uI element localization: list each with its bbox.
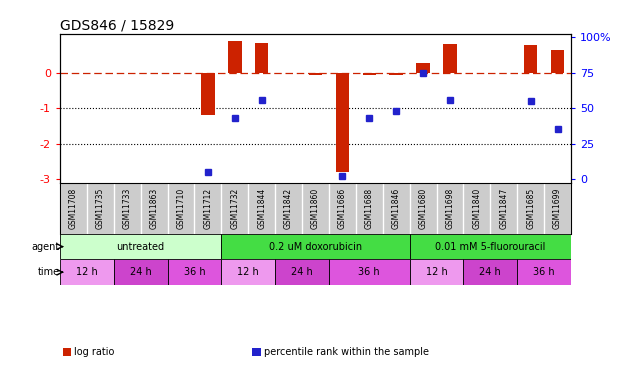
Text: agent: agent (31, 242, 59, 252)
Bar (329, 260, 410, 285)
Text: 12 h: 12 h (237, 267, 259, 277)
Bar (416, 63, 430, 73)
Text: percentile rank within the sample: percentile rank within the sample (264, 347, 428, 357)
Text: GSM11733: GSM11733 (122, 188, 132, 229)
Text: untreated: untreated (117, 242, 165, 252)
Text: GSM11698: GSM11698 (445, 188, 454, 229)
Text: GSM11844: GSM11844 (257, 188, 266, 229)
Bar (336, 73, 349, 172)
Bar (114, 260, 168, 285)
Text: GSM11710: GSM11710 (177, 188, 186, 229)
Bar (60, 260, 114, 285)
Bar (275, 260, 329, 285)
Text: 12 h: 12 h (76, 267, 98, 277)
Bar (524, 45, 538, 73)
Bar (410, 234, 571, 260)
Text: 36 h: 36 h (358, 267, 380, 277)
Bar (168, 260, 221, 285)
Text: 0.2 uM doxorubicin: 0.2 uM doxorubicin (269, 242, 362, 252)
Text: GSM11847: GSM11847 (499, 188, 509, 229)
Text: 0.01 mM 5-fluorouracil: 0.01 mM 5-fluorouracil (435, 242, 546, 252)
Text: 24 h: 24 h (291, 267, 313, 277)
Bar (201, 73, 215, 115)
Text: GSM11735: GSM11735 (96, 188, 105, 229)
Bar (551, 50, 564, 73)
Text: time: time (37, 267, 59, 277)
Text: log ratio: log ratio (74, 347, 115, 357)
Text: 36 h: 36 h (533, 267, 555, 277)
Bar (221, 260, 275, 285)
Text: 36 h: 36 h (184, 267, 205, 277)
Bar (228, 41, 242, 73)
Bar (309, 73, 322, 75)
Text: GSM11846: GSM11846 (392, 188, 401, 229)
Text: GSM11712: GSM11712 (203, 188, 213, 229)
Text: GSM11686: GSM11686 (338, 188, 347, 229)
Text: GSM11842: GSM11842 (284, 188, 293, 229)
Bar (60, 234, 221, 260)
Bar (389, 73, 403, 75)
Text: GSM11680: GSM11680 (418, 188, 428, 229)
Bar (410, 260, 463, 285)
Text: GSM11863: GSM11863 (150, 188, 158, 229)
Text: GSM11732: GSM11732 (230, 188, 239, 229)
Text: GDS846 / 15829: GDS846 / 15829 (60, 19, 174, 33)
Bar (255, 43, 268, 73)
Text: GSM11688: GSM11688 (365, 188, 374, 229)
Bar (221, 234, 410, 260)
Text: GSM11699: GSM11699 (553, 188, 562, 229)
Bar (463, 260, 517, 285)
Text: GSM11708: GSM11708 (69, 188, 78, 229)
Text: GSM11840: GSM11840 (473, 188, 481, 229)
Text: GSM11860: GSM11860 (311, 188, 320, 229)
Text: GSM11685: GSM11685 (526, 188, 535, 229)
Text: 24 h: 24 h (480, 267, 501, 277)
Text: 24 h: 24 h (130, 267, 151, 277)
Bar (363, 73, 376, 75)
Bar (444, 44, 457, 73)
Bar (517, 260, 571, 285)
Text: 12 h: 12 h (426, 267, 447, 277)
